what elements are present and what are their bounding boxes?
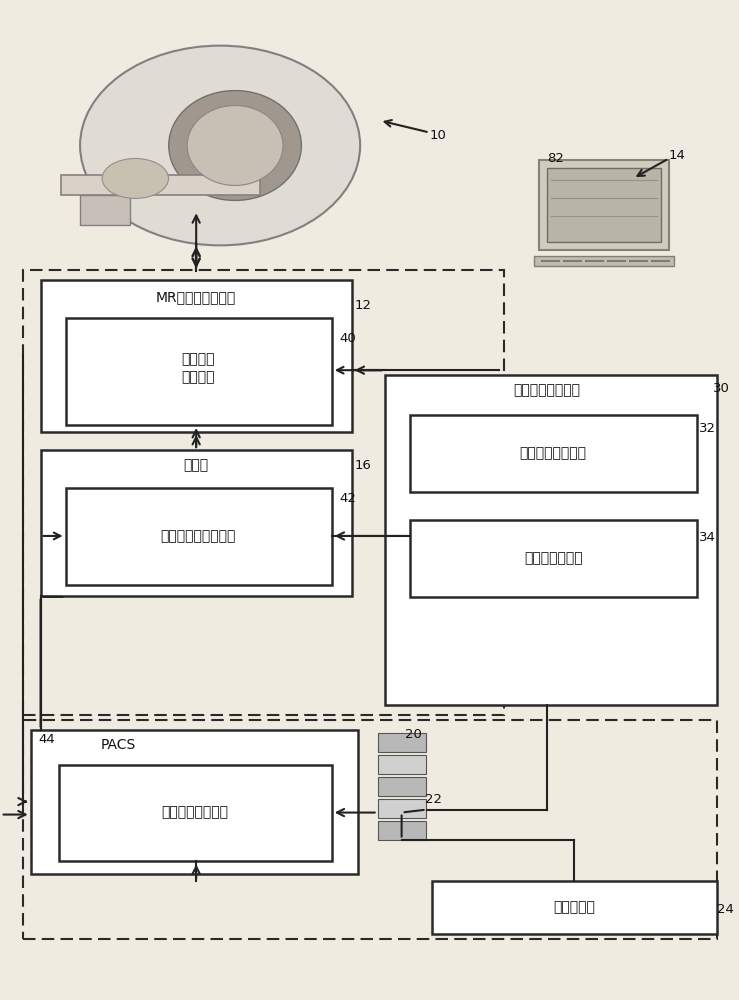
- FancyBboxPatch shape: [541, 260, 559, 261]
- FancyBboxPatch shape: [629, 260, 647, 261]
- Text: 序列对比
评估模块: 序列对比 评估模块: [181, 352, 215, 384]
- Text: 缺省序列对比归类器: 缺省序列对比归类器: [160, 529, 236, 543]
- Text: 协议库: 协议库: [183, 458, 208, 472]
- FancyBboxPatch shape: [585, 260, 603, 261]
- FancyBboxPatch shape: [547, 168, 661, 242]
- Text: 34: 34: [699, 531, 715, 544]
- FancyBboxPatch shape: [378, 755, 426, 774]
- FancyBboxPatch shape: [563, 260, 581, 261]
- FancyBboxPatch shape: [651, 260, 669, 261]
- FancyBboxPatch shape: [30, 730, 358, 874]
- Text: 12: 12: [355, 299, 372, 312]
- FancyBboxPatch shape: [378, 821, 426, 840]
- Text: 40: 40: [340, 332, 356, 345]
- FancyBboxPatch shape: [81, 195, 130, 225]
- FancyBboxPatch shape: [61, 175, 260, 195]
- Text: 22: 22: [424, 793, 441, 806]
- FancyBboxPatch shape: [651, 260, 669, 261]
- FancyBboxPatch shape: [651, 260, 669, 261]
- FancyBboxPatch shape: [378, 733, 426, 752]
- Text: 24: 24: [717, 903, 734, 916]
- Ellipse shape: [168, 91, 302, 200]
- Text: 16: 16: [355, 459, 372, 472]
- FancyBboxPatch shape: [432, 881, 717, 934]
- FancyBboxPatch shape: [41, 280, 352, 432]
- FancyBboxPatch shape: [541, 260, 559, 261]
- Text: 32: 32: [699, 422, 716, 435]
- FancyBboxPatch shape: [66, 318, 332, 425]
- FancyBboxPatch shape: [66, 488, 332, 585]
- Text: 14: 14: [669, 149, 686, 162]
- Text: 44: 44: [38, 733, 55, 746]
- Text: 82: 82: [547, 152, 564, 165]
- Text: 外部图像源: 外部图像源: [554, 900, 595, 914]
- FancyBboxPatch shape: [563, 260, 581, 261]
- FancyBboxPatch shape: [563, 260, 581, 261]
- FancyBboxPatch shape: [409, 520, 697, 597]
- FancyBboxPatch shape: [58, 765, 332, 861]
- Text: 组织性质数据库: 组织性质数据库: [524, 551, 582, 565]
- FancyBboxPatch shape: [378, 777, 426, 796]
- FancyBboxPatch shape: [409, 415, 697, 492]
- Text: 10: 10: [429, 129, 446, 142]
- FancyBboxPatch shape: [385, 375, 717, 705]
- FancyBboxPatch shape: [585, 260, 603, 261]
- Text: 对比信号评分方程: 对比信号评分方程: [520, 446, 587, 460]
- Text: 对比强度评估模块: 对比强度评估模块: [514, 383, 581, 397]
- Text: 42: 42: [340, 492, 357, 505]
- FancyBboxPatch shape: [41, 450, 352, 596]
- FancyBboxPatch shape: [378, 799, 426, 818]
- FancyBboxPatch shape: [539, 160, 669, 250]
- FancyBboxPatch shape: [534, 256, 674, 266]
- FancyBboxPatch shape: [541, 260, 559, 261]
- Text: 采集后对比归类器: 采集后对比归类器: [162, 806, 228, 820]
- FancyBboxPatch shape: [629, 260, 647, 261]
- FancyBboxPatch shape: [607, 260, 625, 261]
- FancyBboxPatch shape: [629, 260, 647, 261]
- Text: 30: 30: [713, 382, 729, 395]
- Ellipse shape: [187, 106, 283, 185]
- Text: MR扫描器用户接口: MR扫描器用户接口: [156, 290, 236, 304]
- Ellipse shape: [80, 46, 360, 245]
- FancyBboxPatch shape: [585, 260, 603, 261]
- FancyBboxPatch shape: [607, 260, 625, 261]
- Text: 20: 20: [405, 728, 421, 741]
- Ellipse shape: [102, 158, 168, 198]
- Text: PACS: PACS: [101, 738, 136, 752]
- FancyBboxPatch shape: [607, 260, 625, 261]
